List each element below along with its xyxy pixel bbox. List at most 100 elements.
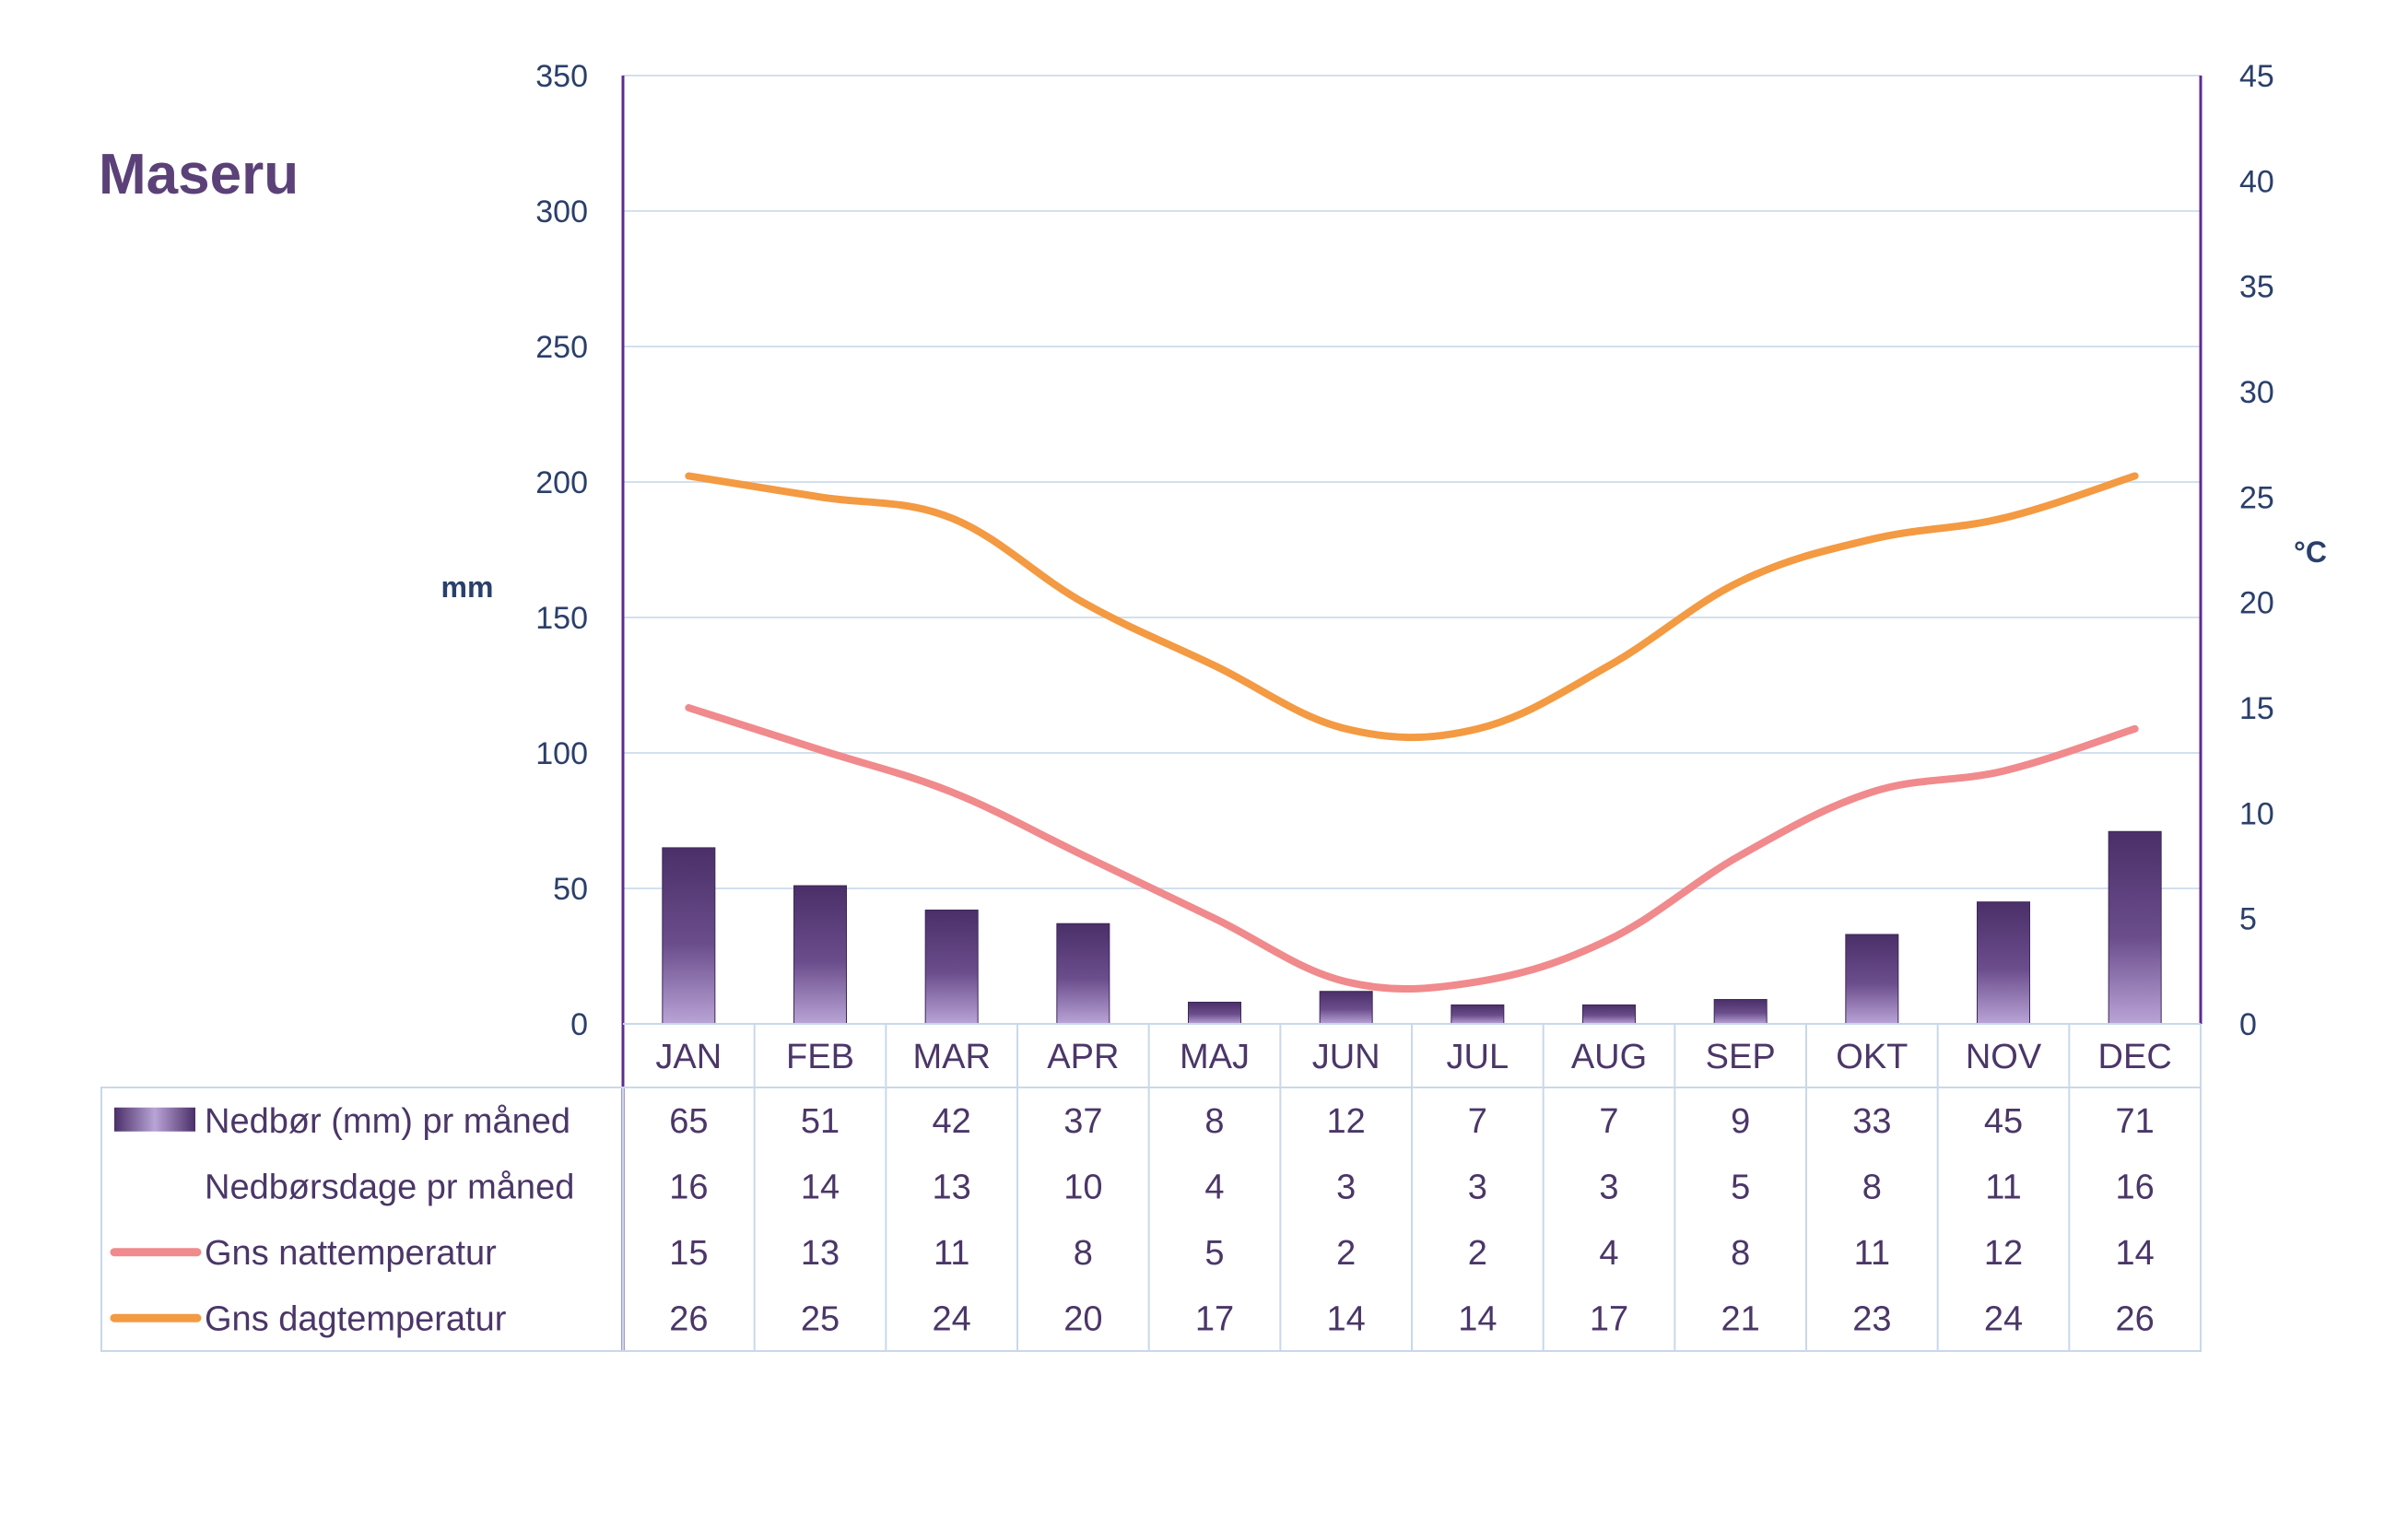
x-tick-label: FEB (786, 1038, 854, 1076)
grid-lines: 0 50 100 150 200 250 300 350 0 5 10 15 20 25 30 35 40 45 (535, 59, 2274, 1042)
table-cell: 8 (1862, 1168, 1882, 1206)
table-cell: 5 (1204, 1234, 1224, 1273)
table-cell: 14 (1458, 1299, 1497, 1338)
precipitation-bar (1451, 1004, 1505, 1025)
table-row-label: Gns nattemperatur (205, 1234, 497, 1273)
precipitation-bar (793, 885, 847, 1025)
x-tick-label: MAR (912, 1038, 990, 1076)
table-cell: 24 (1984, 1299, 2023, 1338)
precipitation-bar (924, 910, 979, 1025)
table-cell: 10 (1063, 1168, 1102, 1206)
table-cell: 3 (1468, 1168, 1487, 1206)
y-left-tick-label: 100 (535, 736, 588, 771)
day-temperature-line (685, 472, 2139, 742)
table-cell: 25 (801, 1299, 840, 1338)
x-tick-label: JUN (1312, 1038, 1380, 1076)
table-cell: 51 (801, 1102, 840, 1141)
table-cell: 14 (2116, 1234, 2155, 1273)
table-cell: 24 (933, 1299, 971, 1338)
x-tick-label: OKT (1836, 1038, 1908, 1076)
table-cell: 37 (1063, 1102, 1102, 1141)
temperature-lines (685, 472, 2139, 993)
table-cell: 5 (1731, 1168, 1750, 1206)
table-cell: 11 (1985, 1168, 2021, 1206)
table-cell: 4 (1204, 1168, 1224, 1206)
y-left-tick-label: 150 (535, 601, 588, 636)
x-tick-label: AUG (1571, 1038, 1647, 1076)
chart-title: Maseru (99, 143, 299, 206)
table-cell: 15 (669, 1234, 708, 1273)
precipitation-bar (1582, 1004, 1636, 1025)
table-cell: 65 (669, 1102, 708, 1141)
x-tick-label: MAJ (1180, 1038, 1250, 1076)
table-cell: 2 (1336, 1234, 1356, 1273)
precipitation-bar (1977, 901, 2030, 1025)
table-cell: 3 (1336, 1168, 1356, 1206)
y-left-tick-label: 0 (570, 1007, 588, 1042)
y-left-tick-label: 200 (535, 465, 588, 500)
table-cell: 13 (801, 1234, 840, 1273)
legend-swatch-bar (114, 1107, 195, 1132)
y-left-tick-label: 250 (535, 330, 588, 365)
x-tick-label: APR (1047, 1038, 1119, 1076)
table-cell: 3 (1599, 1168, 1618, 1206)
table-cell: 8 (1074, 1234, 1093, 1273)
y-right-tick-label: 45 (2239, 59, 2274, 94)
table-cell: 42 (933, 1102, 971, 1141)
precipitation-bars (662, 830, 2162, 1025)
precipitation-bar (2108, 830, 2162, 1025)
x-tick-label: JAN (655, 1038, 722, 1076)
y-right-tick-label: 5 (2239, 902, 2257, 937)
table-cell: 16 (2116, 1168, 2155, 1206)
y-left-tick-label: 350 (535, 59, 588, 94)
table-row-label: Nedbørsdage pr måned (205, 1168, 574, 1206)
table-cell: 4 (1599, 1234, 1618, 1273)
table-cell: 16 (669, 1168, 708, 1206)
night-temperature-line (685, 704, 2139, 993)
table-cell: 23 (1852, 1299, 1891, 1338)
table-cell: 11 (1854, 1234, 1890, 1273)
y-axis-left-label: mm (441, 570, 494, 604)
table-cell: 33 (1852, 1102, 1891, 1141)
table-cell: 20 (1063, 1299, 1102, 1338)
table-border (100, 1087, 2202, 1352)
data-table: JAN FEB MAR APR MAJ JUN JUL AUG SEP OKT NOV DEC Nedb… (100, 1023, 2202, 1352)
x-tick-label: NOV (1966, 1038, 2042, 1076)
table-cell: 17 (1195, 1299, 1234, 1338)
table-cell: 17 (1590, 1299, 1628, 1338)
y-axis-right-label: °C (2294, 535, 2327, 569)
precipitation-bar (1056, 923, 1110, 1025)
y-right-tick-label: 35 (2239, 270, 2274, 305)
precipitation-bar (1845, 934, 1899, 1025)
table-cell: 7 (1468, 1102, 1487, 1141)
precipitation-bar (662, 847, 716, 1025)
y-left-tick-label: 50 (553, 872, 588, 907)
table-cell: 9 (1731, 1102, 1750, 1141)
table-cell: 7 (1599, 1102, 1618, 1141)
y-right-tick-label: 0 (2239, 1007, 2257, 1042)
precipitation-bar (1713, 999, 1768, 1025)
table-cell: 71 (2116, 1102, 2155, 1141)
precipitation-bar (1188, 1001, 1241, 1025)
precipitation-bar (1319, 991, 1373, 1025)
x-tick-label: DEC (2098, 1038, 2172, 1076)
y-right-tick-label: 40 (2239, 164, 2274, 199)
table-cell: 26 (2116, 1299, 2155, 1338)
y-right-tick-label: 25 (2239, 480, 2274, 515)
table-cell: 8 (1731, 1234, 1750, 1273)
y-right-tick-label: 30 (2239, 375, 2274, 410)
y-right-tick-label: 10 (2239, 796, 2274, 831)
table-cell: 14 (801, 1168, 840, 1206)
table-cell: 11 (934, 1234, 969, 1273)
table-cell: 12 (1327, 1102, 1366, 1141)
table-cell: 13 (933, 1168, 971, 1206)
table-cell: 14 (1327, 1299, 1366, 1338)
y-left-tick-label: 300 (535, 194, 588, 229)
table-cell: 2 (1468, 1234, 1487, 1273)
table-row-label: Nedbør (mm) pr måned (205, 1102, 570, 1141)
table-cell: 8 (1204, 1102, 1224, 1141)
table-cell: 12 (1984, 1234, 2023, 1273)
x-tick-label: SEP (1706, 1038, 1776, 1076)
